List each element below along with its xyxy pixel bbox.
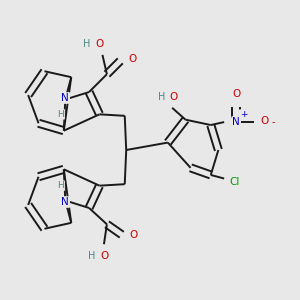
Text: O: O — [128, 54, 136, 64]
Text: -: - — [272, 117, 275, 127]
Text: +: + — [240, 110, 247, 119]
Text: O: O — [232, 89, 240, 99]
Text: O: O — [169, 92, 178, 101]
Text: N: N — [61, 93, 69, 103]
Text: O: O — [260, 116, 269, 127]
Text: H: H — [88, 250, 95, 260]
Text: O: O — [130, 230, 138, 240]
Text: N: N — [61, 197, 69, 207]
Text: H: H — [83, 39, 91, 49]
Text: H: H — [58, 181, 64, 190]
Text: H: H — [158, 92, 165, 101]
Text: O: O — [101, 250, 109, 260]
Text: O: O — [95, 39, 104, 49]
Text: Cl: Cl — [230, 177, 240, 188]
Text: N: N — [232, 117, 240, 127]
Text: H: H — [58, 110, 64, 119]
